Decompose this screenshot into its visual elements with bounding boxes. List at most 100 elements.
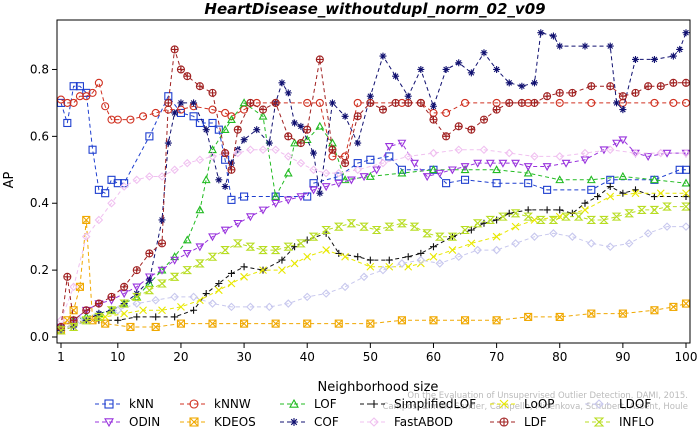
point-cof-25 <box>297 122 305 130</box>
point-fastabod-8 <box>157 172 167 181</box>
point-cof-12 <box>190 99 198 107</box>
x-tick-label: 20 <box>173 350 188 364</box>
point-knnw-31 <box>460 98 470 107</box>
point-knnw-34 <box>555 98 564 107</box>
point-ldf-20 <box>258 105 268 114</box>
point-odin-12 <box>208 233 217 242</box>
point-ldf-28 <box>353 112 362 121</box>
point-simplifiedlof-23 <box>417 249 425 257</box>
point-lof-35 <box>681 178 691 187</box>
point-cof-34 <box>404 92 412 100</box>
point-inflo-49 <box>681 202 691 211</box>
legend-entry-lof: LOF <box>280 397 337 411</box>
point-inflo-22 <box>333 222 344 231</box>
point-ldof-24 <box>511 239 520 248</box>
point-inflo-48 <box>662 202 672 211</box>
point-simplifiedlof-4 <box>114 316 122 324</box>
point-loop-14 <box>290 259 299 268</box>
point-inflo-21 <box>321 225 331 235</box>
x-tick-label: 40 <box>300 350 315 364</box>
point-ldf-4 <box>94 299 103 308</box>
point-simplifiedlof-31 <box>543 206 551 214</box>
point-simplifiedlof-19 <box>354 253 362 261</box>
point-odin-35 <box>498 159 508 168</box>
point-cof-55 <box>676 45 684 53</box>
point-knn-16 <box>208 118 217 128</box>
series-line-inflo <box>60 206 686 331</box>
point-kdeos-18 <box>460 316 470 325</box>
point-inflo-45 <box>624 209 635 218</box>
legend-entry-fastabod: FastABOD <box>360 415 453 429</box>
point-ldf-15 <box>208 88 217 97</box>
point-lof-26 <box>397 168 407 177</box>
point-simplifiedlof-5 <box>133 313 141 321</box>
point-cof-28 <box>328 99 336 107</box>
point-simplifiedlof-26 <box>467 226 475 234</box>
point-ldf-5 <box>107 292 116 301</box>
point-ldof-25 <box>530 232 539 241</box>
legend-swatch-marker <box>370 400 378 408</box>
point-cof-53 <box>650 55 658 63</box>
point-ldf-26 <box>328 145 337 154</box>
point-knn-14 <box>189 112 198 121</box>
point-odin-29 <box>422 173 432 182</box>
legend-label: kNN <box>129 397 154 411</box>
point-ldof-5 <box>151 295 160 305</box>
point-knn-20 <box>240 192 249 201</box>
y-tick-label: 0.4 <box>30 196 49 210</box>
point-ldof-1 <box>75 316 85 325</box>
point-kdeos-10 <box>208 319 217 328</box>
x-tick-label: 10 <box>110 350 125 364</box>
point-simplifiedlof-12 <box>240 263 248 271</box>
point-ldf-3 <box>82 306 91 315</box>
point-odin-23 <box>346 176 356 185</box>
point-odin-33 <box>473 159 483 168</box>
point-loop-33 <box>682 189 690 198</box>
point-inflo-36 <box>510 209 521 218</box>
point-ldof-14 <box>321 289 331 298</box>
point-inflo-43 <box>599 215 609 225</box>
point-loop-25 <box>492 232 501 241</box>
point-ldf-12 <box>176 65 185 74</box>
point-kdeos-14 <box>334 319 343 328</box>
point-fastabod-23 <box>353 165 362 175</box>
point-ldof-26 <box>549 229 558 238</box>
point-lof-24 <box>340 175 350 184</box>
legend-entry-inflo: INFLO <box>585 415 654 429</box>
point-odin-6 <box>132 283 142 292</box>
point-odin-39 <box>561 159 571 168</box>
point-odin-30 <box>435 169 445 178</box>
point-ldof-20 <box>435 259 445 268</box>
point-simplifiedlof-21 <box>385 256 393 264</box>
point-cof-14 <box>215 176 223 184</box>
point-knn-34 <box>543 185 552 194</box>
point-loop-17 <box>341 252 349 261</box>
legend-swatch-marker <box>594 399 604 409</box>
point-cof-7 <box>145 276 153 284</box>
point-loop-32 <box>656 189 665 198</box>
point-inflo-44 <box>611 212 622 221</box>
point-simplifiedlof-38 <box>631 186 639 194</box>
series-line-kdeos <box>60 219 687 331</box>
legend-swatch-marker <box>104 418 114 428</box>
point-simplifiedlof-36 <box>606 183 614 191</box>
point-cof-22 <box>278 79 286 87</box>
legend-label: ODIN <box>129 415 160 429</box>
point-odin-43 <box>618 136 628 145</box>
legend-swatch-marker <box>499 399 509 409</box>
y-tick-label: 0.8 <box>30 62 49 76</box>
point-knn-26 <box>366 155 375 164</box>
point-knn-19 <box>227 195 236 204</box>
point-simplifiedlof-11 <box>227 269 235 277</box>
point-fastabod-31 <box>555 152 565 161</box>
point-ldof-28 <box>587 239 596 248</box>
legend-swatch-marker <box>289 398 299 408</box>
point-kdeos-16 <box>397 316 406 325</box>
point-knnw-9 <box>113 115 122 124</box>
point-simplifiedlof-18 <box>335 249 343 257</box>
point-loop-7 <box>177 303 185 311</box>
point-odin-25 <box>372 166 382 175</box>
point-ldf-36 <box>454 122 463 131</box>
point-odin-8 <box>157 266 167 275</box>
point-loop-20 <box>404 262 413 271</box>
